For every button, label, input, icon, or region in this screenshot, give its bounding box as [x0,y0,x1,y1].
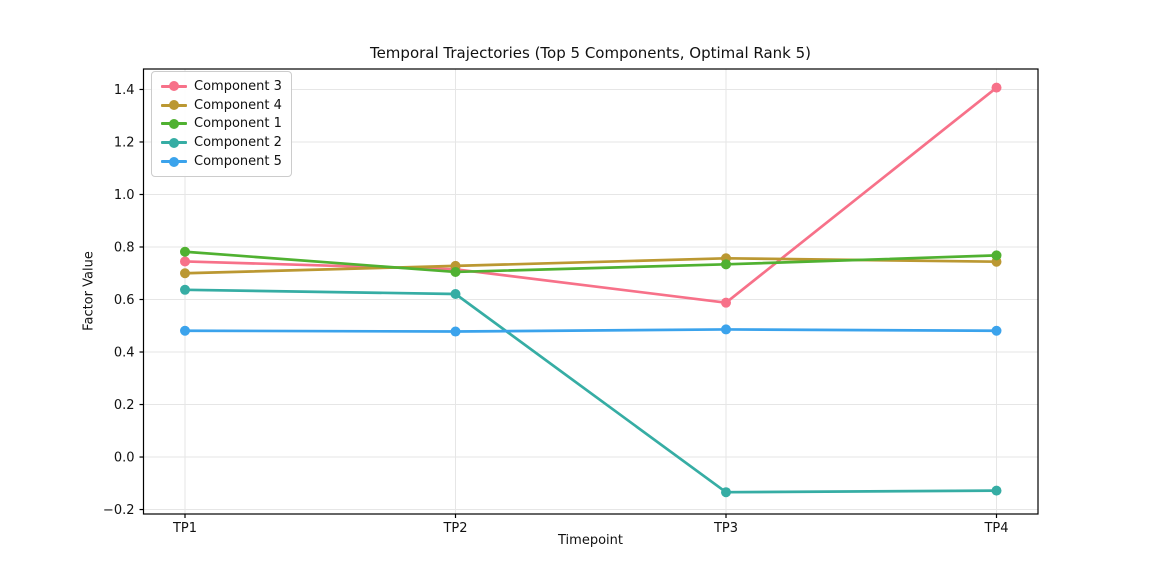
data-point [991,485,1002,496]
data-point [991,82,1002,93]
series-line [183,86,998,305]
y-tick-label: 1.0 [114,188,135,203]
legend-line-marker [161,81,187,92]
x-tick-label: TP2 [442,521,467,536]
y-tick-label: −0.2 [103,503,135,518]
legend-label: Component 4 [194,97,282,113]
data-point [450,266,461,277]
legend-dot-marker [169,81,179,92]
x-tick-label: TP1 [172,521,197,536]
legend-item-component-3: Component 3 [161,77,283,96]
y-tick-label: 1.4 [114,83,135,98]
x-tick-label: TP3 [713,521,738,536]
legend-dot-marker [169,118,179,129]
y-tick-label: 0.4 [114,346,135,361]
chart-title: Temporal Trajectories (Top 5 Components,… [369,44,812,62]
legend-line-marker [161,118,187,129]
legend-label: Component 3 [194,78,282,94]
legend-item-component-5: Component 5 [161,152,283,171]
data-point [180,256,190,267]
data-point [721,487,731,498]
axes-border [142,68,1039,515]
legend-item-component-1: Component 1 [161,115,283,134]
series-line [183,288,998,494]
legend-line-marker [161,137,187,148]
legend-line-marker [161,100,187,111]
x-axis-label: Timepoint [558,533,623,548]
legend-label: Component 2 [194,135,282,151]
legend-label: Component 1 [194,116,282,132]
data-point [180,325,190,336]
data-point [721,297,731,308]
y-tick-label: 0.0 [114,451,135,466]
legend-dot-marker [169,137,179,148]
legend-dot-marker [169,100,179,111]
y-tick-label: 0.6 [114,293,135,308]
series-line [183,328,998,333]
data-point [721,259,731,270]
data-point [450,326,461,337]
legend: Component 3 Component 4 Component 1 Comp… [151,71,292,177]
legend-dot-marker [169,156,179,167]
legend-item-component-2: Component 2 [161,133,283,152]
y-tick-label: 1.2 [114,135,135,150]
data-point [450,288,461,299]
data-point [180,246,190,257]
legend-label: Component 5 [194,154,282,170]
data-point [721,324,731,335]
y-tick-label: 0.2 [114,398,135,413]
data-point [991,250,1002,261]
x-tick-label: TP4 [983,521,1008,536]
data-point [180,284,190,295]
legend-line-marker [161,156,187,167]
series-line [183,250,998,274]
data-point [991,325,1002,336]
y-tick-label: 0.8 [114,241,135,256]
data-point [180,268,190,279]
legend-item-component-4: Component 4 [161,96,283,115]
